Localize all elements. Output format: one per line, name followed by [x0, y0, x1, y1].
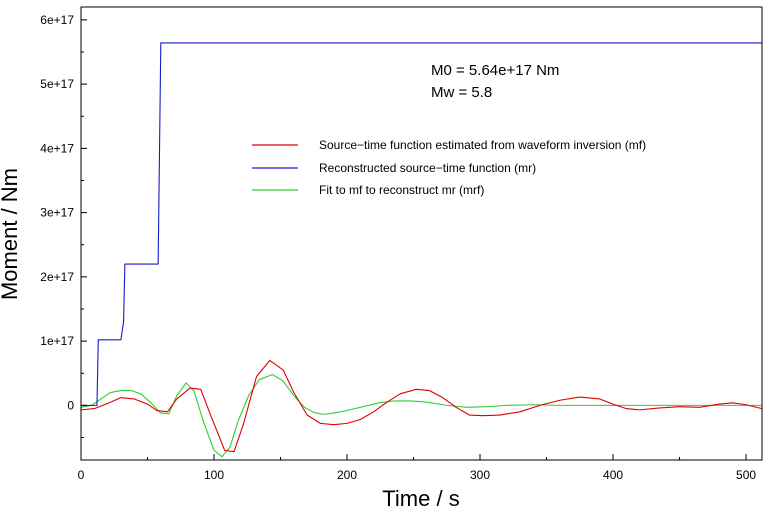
series-line-mr [81, 42, 762, 406]
series-layer [80, 42, 763, 458]
x-axis: 0 100 200 300 400 500 [78, 454, 756, 482]
plot-frame [80, 6, 763, 461]
annotation-mw: Mw = 5.8 [431, 84, 492, 101]
x-tick-label: 400 [603, 468, 623, 482]
y-axis: 0 1e+17 2e+17 3e+17 4e+17 5e+17 6e+17 [40, 13, 87, 439]
legend: Source−time function estimated from wave… [252, 138, 646, 197]
annotation-m0: M0 = 5.64e+17 Nm [431, 62, 559, 79]
y-tick-label: 3e+17 [40, 206, 74, 220]
legend-label-mf: Source−time function estimated from wave… [319, 138, 646, 152]
x-axis-title: Time / s [382, 486, 459, 511]
y-tick-label: 4e+17 [40, 141, 74, 155]
y-tick-label: 5e+17 [40, 77, 74, 91]
x-tick-label: 0 [78, 468, 85, 482]
y-tick-label: 2e+17 [40, 270, 74, 284]
x-tick-label: 500 [736, 468, 756, 482]
x-tick-label: 200 [337, 468, 357, 482]
legend-label-mr: Reconstructed source−time function (mr) [319, 161, 536, 175]
legend-label-mrf: Fit to mf to reconstruct mr (mrf) [319, 183, 484, 197]
y-tick-label: 6e+17 [40, 13, 74, 27]
x-tick-label: 100 [204, 468, 224, 482]
y-tick-label: 1e+17 [40, 334, 74, 348]
series-line-mf [80, 359, 763, 453]
x-tick-label: 300 [470, 468, 490, 482]
y-axis-title: Moment / Nm [0, 168, 22, 300]
series-line-mrf [80, 373, 762, 458]
y-tick-label: 0 [67, 398, 74, 412]
